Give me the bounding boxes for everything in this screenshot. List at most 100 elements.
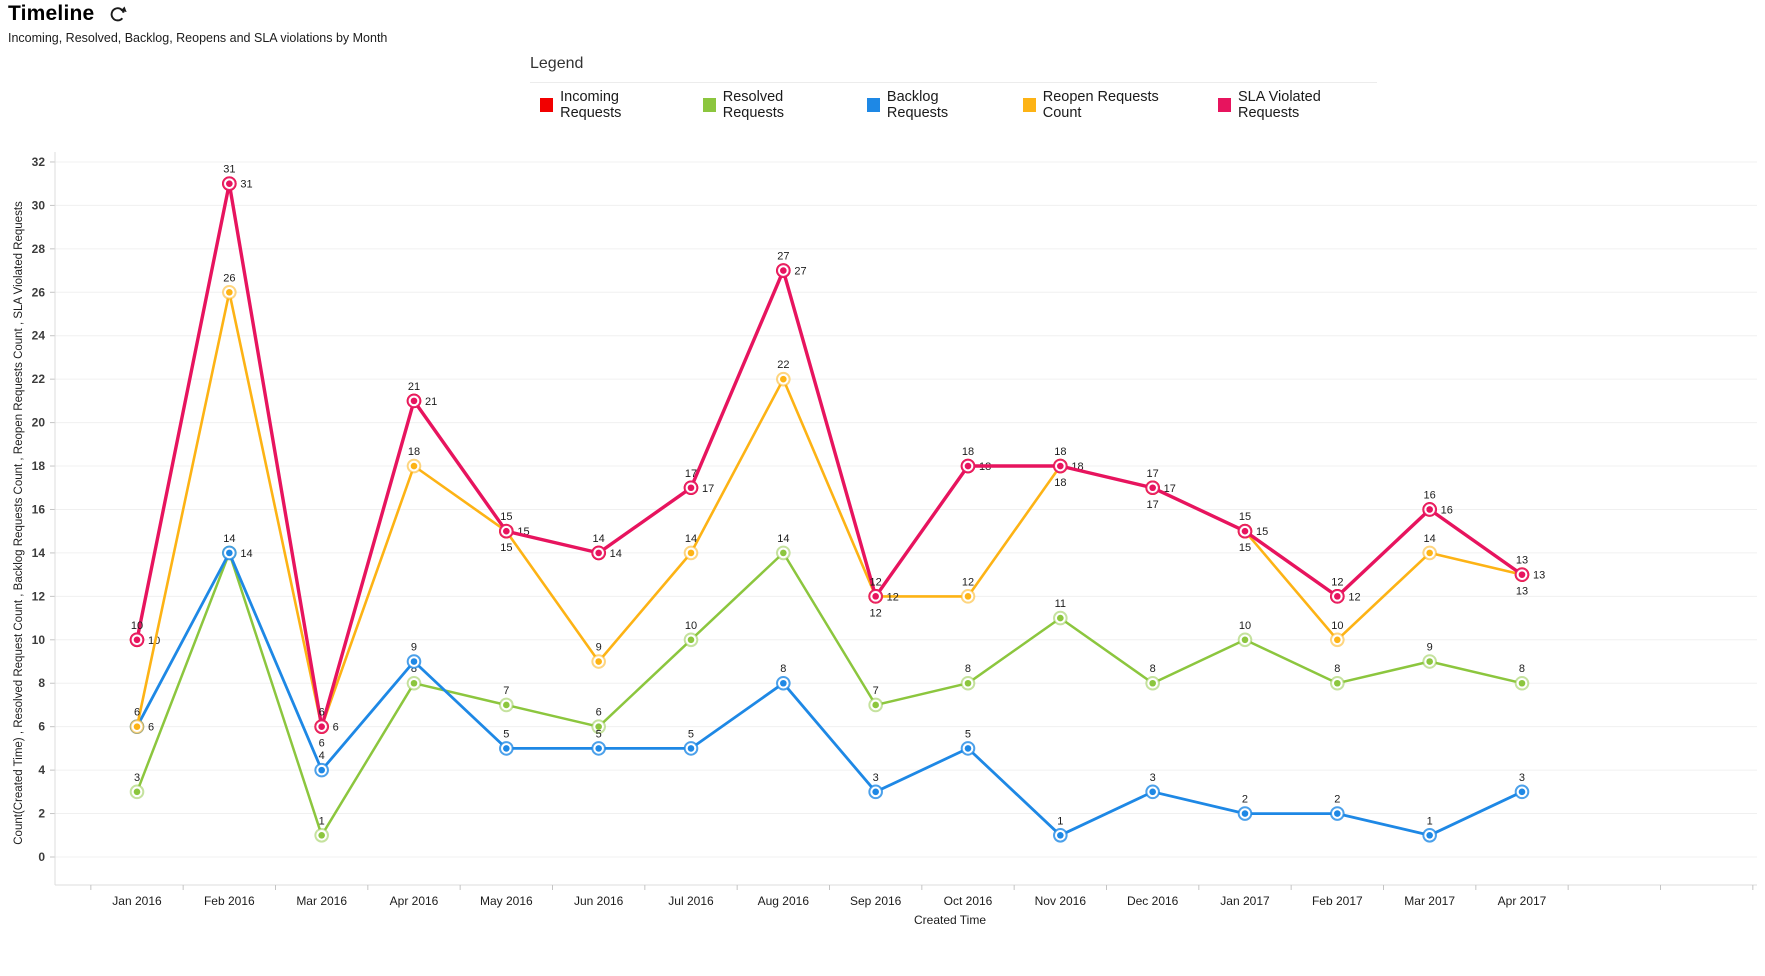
- data-point-label: 18: [1054, 446, 1066, 458]
- data-point-label: 12: [870, 576, 882, 588]
- data-point-core: [687, 549, 695, 557]
- y-tick-label: 20: [32, 416, 46, 430]
- data-point-label: 27: [777, 251, 789, 263]
- data-point-core: [1334, 679, 1341, 687]
- legend: Legend Incoming Requests Resolved Request…: [497, 55, 1377, 121]
- data-point-core: [1518, 788, 1526, 796]
- x-tick-label: Apr 2016: [390, 894, 439, 908]
- legend-item-incoming-requests[interactable]: Incoming Requests: [540, 89, 677, 121]
- y-tick-label: 22: [32, 372, 46, 386]
- data-point-core: [318, 831, 325, 839]
- legend-item-label: Resolved Requests: [722, 89, 785, 121]
- x-tick-label: May 2016: [480, 894, 533, 908]
- y-tick-label: 16: [32, 502, 46, 516]
- data-point-core: [964, 462, 972, 470]
- data-point-core: [872, 701, 879, 709]
- data-point-core: [872, 788, 879, 796]
- data-point-label: 10: [131, 620, 143, 632]
- data-point-core: [780, 549, 787, 557]
- data-point-core: [410, 658, 418, 665]
- y-tick-label: 30: [32, 198, 46, 212]
- data-point-label: 22: [777, 359, 789, 371]
- series-line: [135, 182, 1523, 729]
- timeline-chart[interactable]: 0 2 4 6 8 10 12 14 16 18 20 22 24 26 28 30 32 Jan 2016 Feb…: [0, 130, 1765, 970]
- data-point-label: 12: [962, 576, 974, 588]
- legend-item-resolved-requests[interactable]: Resolved Requests: [702, 89, 841, 121]
- data-point-core: [1426, 506, 1433, 513]
- refresh-icon: [111, 6, 128, 21]
- data-point-label: 3: [1519, 772, 1525, 784]
- data-point-core: [1426, 549, 1433, 557]
- x-tick-label: Oct 2016: [944, 894, 993, 908]
- data-point-core: [780, 679, 787, 687]
- y-axis-title: Count(Created Time) , Resolved Request C…: [13, 201, 25, 845]
- data-point-core: [226, 180, 233, 187]
- x-tick-label: Mar 2016: [296, 894, 347, 908]
- data-point-label: 8: [1334, 663, 1340, 675]
- data-point-label: 13: [1516, 555, 1528, 567]
- data-point-label: 6: [333, 722, 339, 734]
- data-point-core: [133, 636, 141, 644]
- legend-item-label: Backlog Requests: [886, 89, 949, 121]
- x-tick-label: Aug 2016: [758, 894, 810, 908]
- data-point-label: 13: [1516, 586, 1528, 598]
- data-point-core: [1241, 527, 1249, 535]
- data-point-label: 1: [319, 815, 325, 827]
- data-point-label: 14: [1424, 533, 1436, 545]
- data-point-core: [1057, 831, 1064, 839]
- legend-item-sla-violated-requests[interactable]: SLA Violated Requests: [1217, 89, 1377, 121]
- data-point-label: 14: [240, 548, 252, 560]
- data-point-core: [687, 745, 695, 752]
- data-point-label: 8: [411, 663, 417, 675]
- y-tick-label: 4: [38, 763, 45, 777]
- data-point-label: 12: [1348, 591, 1360, 603]
- data-point-label: 18: [962, 446, 974, 458]
- data-point-label: 17: [1147, 499, 1159, 511]
- data-point-label: 15: [1239, 511, 1251, 523]
- x-tick-label: Nov 2016: [1035, 894, 1087, 908]
- data-point-label: 14: [777, 533, 789, 545]
- data-point-label: 9: [411, 642, 417, 654]
- data-point-label: 12: [1331, 576, 1343, 588]
- data-point-label: 6: [134, 707, 140, 719]
- data-point-label: 12: [870, 607, 882, 619]
- data-point-core: [780, 267, 787, 274]
- refresh-button[interactable]: [108, 5, 128, 24]
- data-point-label: 1: [1427, 815, 1433, 827]
- data-point-core: [503, 527, 510, 535]
- data-point-label: 14: [610, 548, 622, 560]
- data-point-label: 3: [134, 772, 140, 784]
- legend-item-label: SLA Violated Requests: [1238, 89, 1321, 121]
- legend-item-backlog-requests[interactable]: Backlog Requests: [866, 89, 997, 121]
- data-point-label: 26: [223, 272, 235, 284]
- x-tick-label: Sep 2016: [850, 894, 902, 908]
- x-tick-label: Feb 2016: [204, 894, 255, 908]
- x-tick-label: Feb 2017: [1312, 894, 1363, 908]
- x-tick-label: Mar 2017: [1404, 894, 1455, 908]
- legend-item-label: Incoming Requests: [560, 89, 622, 121]
- y-tick-label: 32: [32, 155, 46, 169]
- y-tick-label: 10: [32, 633, 46, 647]
- data-point-core: [595, 658, 602, 665]
- y-tick-label: 28: [32, 242, 46, 256]
- data-point-label: 5: [503, 728, 509, 740]
- data-point-label: 17: [685, 468, 697, 480]
- y-tick-label: 18: [32, 459, 46, 473]
- data-point-label: 14: [223, 533, 235, 545]
- series-reopen-requests-count[interactable]: 6 26 6 18 15 9 14 22 12 12 18 17 15 10 14 13: [129, 272, 1546, 734]
- data-point-core: [964, 593, 972, 600]
- data-point-label: 3: [873, 772, 879, 784]
- data-point-core: [1149, 679, 1156, 687]
- x-tick-label: Jul 2016: [668, 894, 714, 908]
- legend-item-reopen-requests-count[interactable]: Reopen Requests Count: [1022, 89, 1192, 121]
- data-point-label: 8: [780, 663, 786, 675]
- data-point-label: 5: [965, 728, 971, 740]
- data-point-label: 8: [1519, 663, 1525, 675]
- series-sla-violated-requests[interactable]: 10 31 6 21 15 14 17 27 12 18 18 17 15 12 16 13: [129, 164, 1530, 734]
- data-point-label: 10: [1239, 620, 1251, 632]
- data-point-core: [133, 723, 141, 730]
- data-point-core: [1057, 462, 1064, 470]
